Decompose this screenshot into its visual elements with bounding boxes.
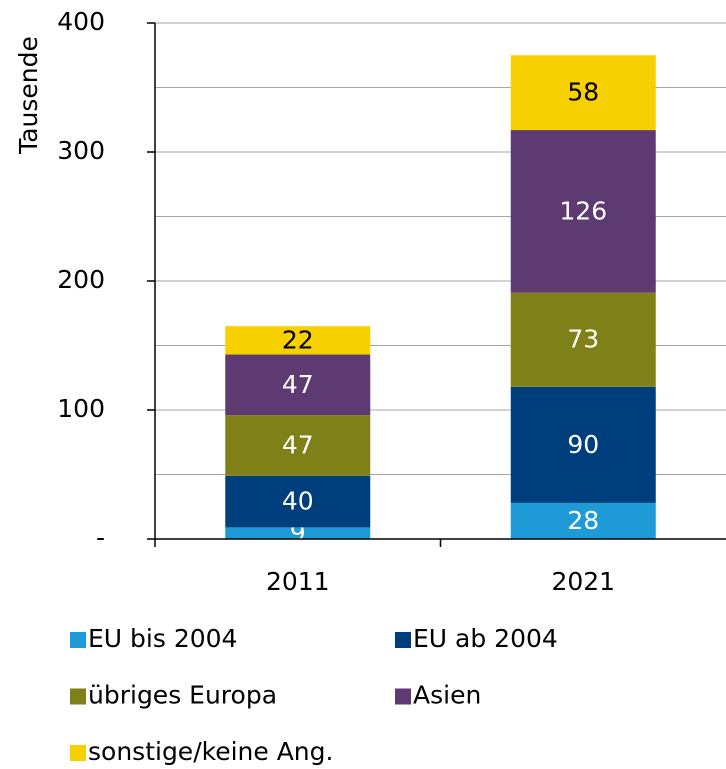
data-label: 58 bbox=[567, 78, 599, 107]
data-label: 47 bbox=[282, 430, 314, 459]
y-tick-label: 100 bbox=[57, 394, 105, 423]
data-label: 126 bbox=[559, 196, 607, 225]
x-tick-label: 2011 bbox=[266, 567, 330, 596]
legend-label: Asien bbox=[413, 681, 481, 710]
data-label: 90 bbox=[567, 430, 599, 459]
data-label: 28 bbox=[567, 506, 599, 535]
data-label: 47 bbox=[282, 370, 314, 399]
bar-segment bbox=[225, 527, 371, 539]
bar-segment bbox=[510, 502, 656, 539]
legend-swatch bbox=[70, 745, 86, 761]
legend-swatch bbox=[70, 688, 86, 705]
legend-swatch bbox=[395, 688, 411, 705]
y-axis-title: Tausende bbox=[14, 36, 43, 155]
y-tick-label: 200 bbox=[57, 265, 105, 294]
x-tick-label: 2021 bbox=[551, 567, 615, 596]
bar-segment bbox=[225, 326, 371, 355]
data-label: 22 bbox=[282, 325, 314, 354]
bar-segment bbox=[510, 292, 656, 387]
data-label: 40 bbox=[282, 487, 314, 516]
legend-label: übriges Europa bbox=[88, 681, 277, 710]
legend-swatch bbox=[70, 632, 86, 648]
legend-label: sonstige/keine Ang. bbox=[88, 737, 333, 766]
legend-swatch bbox=[395, 632, 411, 648]
legend-label: EU bis 2004 bbox=[88, 624, 237, 653]
bar-segment bbox=[225, 415, 371, 476]
bar-segment bbox=[225, 354, 371, 416]
bar-segment bbox=[510, 55, 656, 131]
y-tick-label: 400 bbox=[57, 7, 105, 36]
y-tick-label: - bbox=[96, 523, 105, 552]
y-tick-label: 300 bbox=[57, 136, 105, 165]
bar-segment bbox=[510, 130, 656, 293]
data-label: 73 bbox=[567, 325, 599, 354]
bar-segment bbox=[225, 475, 371, 528]
bar-segment bbox=[510, 386, 656, 503]
legend-label: EU ab 2004 bbox=[413, 624, 558, 653]
